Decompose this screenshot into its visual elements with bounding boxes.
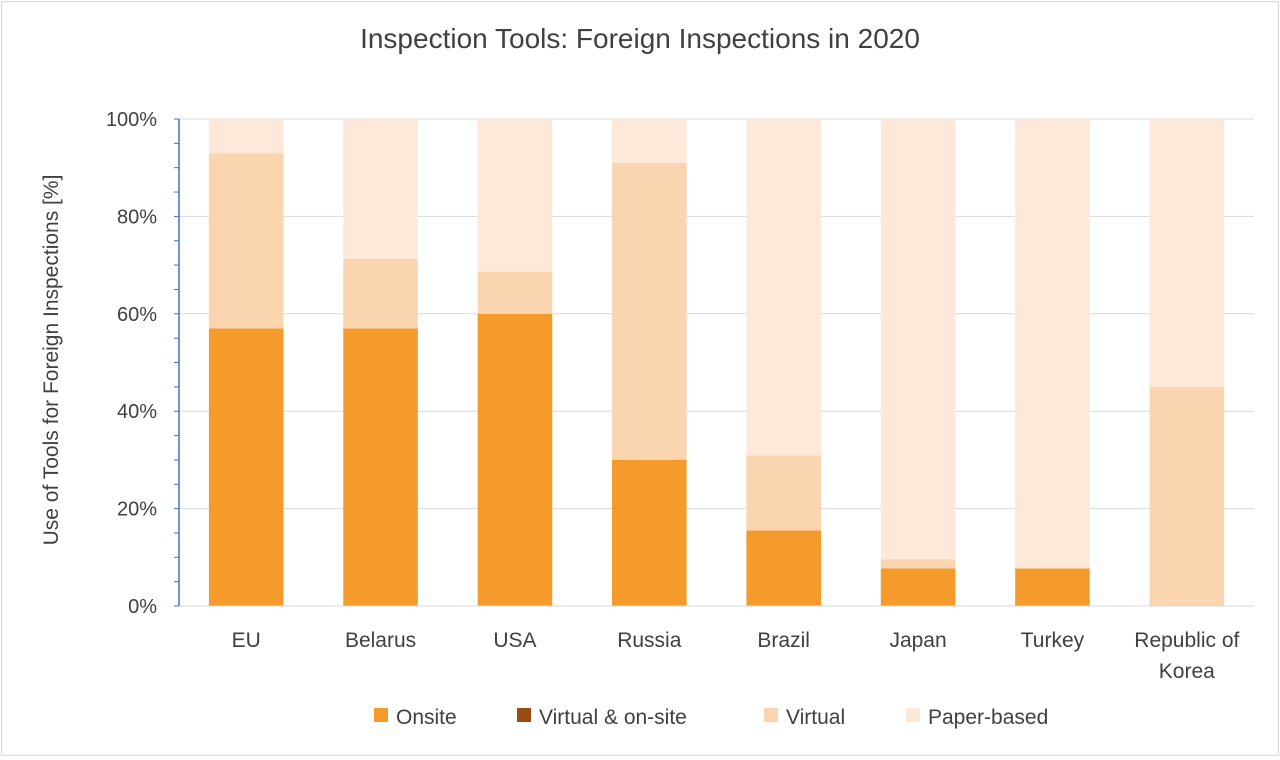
x-tick-label: Japan	[889, 629, 946, 652]
axes	[174, 118, 1254, 607]
x-tick-label: Brazil	[757, 629, 810, 652]
bar-russia-paper-based	[612, 119, 687, 163]
y-tick-label: 40%	[117, 401, 157, 423]
legend-label: Virtual & on-site	[539, 706, 687, 729]
bar-republic-of-korea-paper-based	[1149, 119, 1225, 387]
x-tick-label: Turkey	[1021, 629, 1085, 652]
legend: Onsite Virtual & on-site Virtual Paper-base…	[374, 706, 1048, 729]
bar-japan-paper-based	[880, 119, 956, 560]
legend-label: Onsite	[396, 706, 457, 729]
x-tick-label: Republic of Korea	[1134, 629, 1239, 683]
bar-russia-virtual	[612, 162, 687, 460]
bar-japan-virtual	[880, 559, 956, 569]
bar-turkey-paper-based	[1015, 119, 1090, 569]
y-tick-label: 80%	[117, 206, 157, 228]
bar-turkey-onsite	[1015, 568, 1090, 606]
gridlines	[179, 118, 1254, 510]
y-axis-label: Use of Tools for Foreign Inspections [%]	[40, 175, 63, 546]
bar-usa-virtual	[477, 271, 553, 314]
x-tick-label: USA	[493, 629, 536, 652]
legend-label: Paper-based	[928, 706, 1048, 729]
bar-belarus-virtual	[343, 258, 418, 329]
legend-swatch	[374, 708, 388, 722]
bar-usa-onsite	[477, 313, 553, 606]
legend-swatch	[764, 708, 778, 722]
x-tick-label: EU	[232, 629, 261, 652]
legend-swatch	[517, 708, 531, 722]
y-tick-label: 0%	[128, 596, 157, 618]
legend-swatch	[906, 708, 920, 722]
x-tick-labels: EU Belarus USA Russia Brazil Japan Turkey Repub…	[232, 629, 1240, 683]
y-tick-label: 100%	[106, 109, 157, 131]
bars	[208, 119, 1225, 606]
chart-title: Inspection Tools: Foreign Inspections in…	[360, 23, 920, 54]
bar-brazil-onsite	[746, 530, 821, 606]
bar-eu-virtual	[208, 153, 284, 329]
x-tick-label: Russia	[617, 629, 682, 652]
bar-usa-paper-based	[477, 119, 553, 272]
bar-eu-onsite	[208, 328, 284, 606]
bar-republic-of-korea-virtual	[1149, 386, 1225, 606]
y-tick-labels: 0% 20% 40% 60% 80% 100%	[106, 109, 157, 618]
y-tick-label: 20%	[117, 499, 157, 521]
legend-label: Virtual	[786, 706, 845, 729]
bar-belarus-onsite	[343, 328, 418, 606]
bar-russia-onsite	[612, 459, 687, 606]
x-tick-label: Belarus	[345, 629, 416, 652]
bar-japan-onsite	[880, 568, 956, 606]
bar-belarus-paper-based	[343, 119, 418, 259]
bar-brazil-paper-based	[746, 119, 821, 456]
bar-brazil-virtual	[746, 455, 821, 531]
bar-eu-paper-based	[208, 119, 284, 154]
y-tick-label: 60%	[117, 304, 157, 326]
